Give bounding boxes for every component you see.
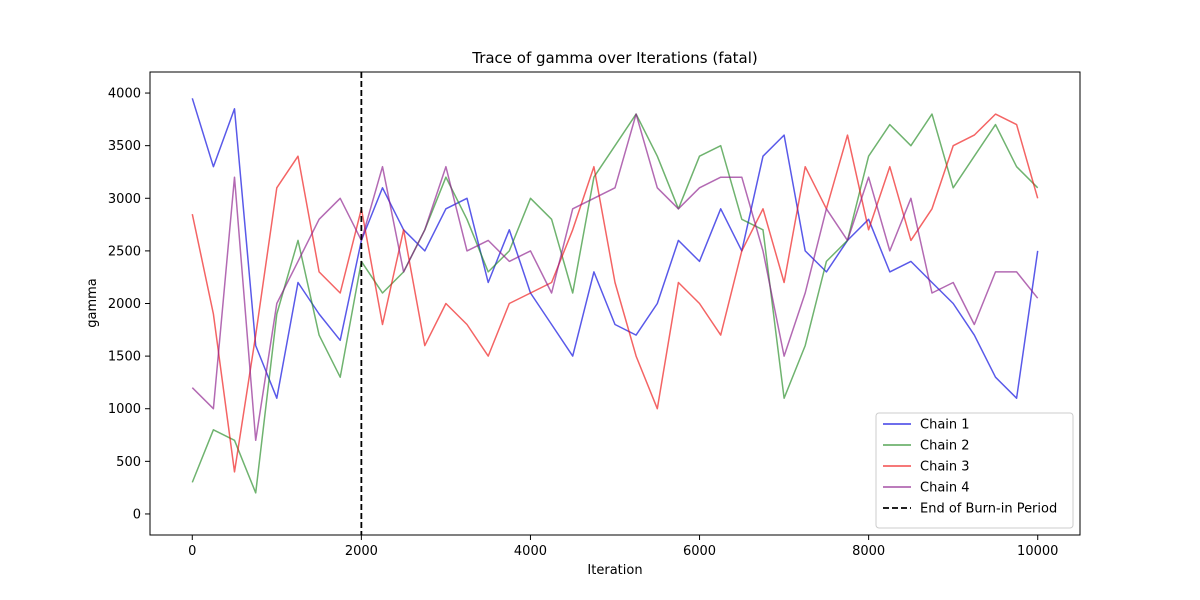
y-tick-label: 500	[116, 455, 141, 470]
y-tick-label: 1500	[108, 350, 141, 365]
x-tick-label: 4000	[514, 544, 547, 559]
legend-label: Chain 3	[920, 460, 970, 475]
x-axis-label: Iteration	[587, 563, 642, 578]
legend-box	[875, 412, 1074, 529]
axes-frame	[149, 71, 1081, 536]
legend: Chain 1 Chain 2 Chain 3 Chain 4 End of Burn-…	[875, 412, 1074, 529]
x-tick-label: 10000	[1017, 544, 1058, 559]
legend-label: Chain 2	[920, 439, 970, 454]
y-axis-label: gamma	[85, 278, 100, 328]
y-tick-label: 1000	[108, 402, 141, 417]
y-tick-label: 2500	[108, 244, 141, 259]
legend-label: Chain 1	[920, 418, 970, 433]
y-tick-label: 4000	[108, 87, 141, 102]
x-axis-ticks: 0 2000 4000 6000 8000 10000	[188, 535, 1058, 559]
x-tick-label: 2000	[345, 544, 378, 559]
series-line-chain-1	[191, 98, 1039, 399]
x-tick-label: 0	[188, 544, 196, 559]
y-tick-label: 3000	[108, 192, 141, 207]
plot-area	[191, 72, 1039, 535]
x-tick-label: 6000	[683, 544, 716, 559]
legend-label: Chain 4	[920, 481, 970, 496]
chart-title: Trace of gamma over Iterations (fatal)	[471, 49, 758, 67]
x-tick-label: 8000	[852, 544, 885, 559]
series-line-chain-4	[191, 113, 1039, 442]
y-tick-label: 2000	[108, 297, 141, 312]
series-line-chain-2	[191, 113, 1039, 494]
y-tick-label: 0	[133, 507, 141, 522]
y-axis-ticks: 0 500 1000 1500 2000 2500 3000 3500 4000	[108, 87, 150, 522]
series-line-chain-3	[191, 113, 1039, 473]
legend-label: End of Burn-in Period	[920, 502, 1057, 517]
y-tick-label: 3500	[108, 139, 141, 154]
